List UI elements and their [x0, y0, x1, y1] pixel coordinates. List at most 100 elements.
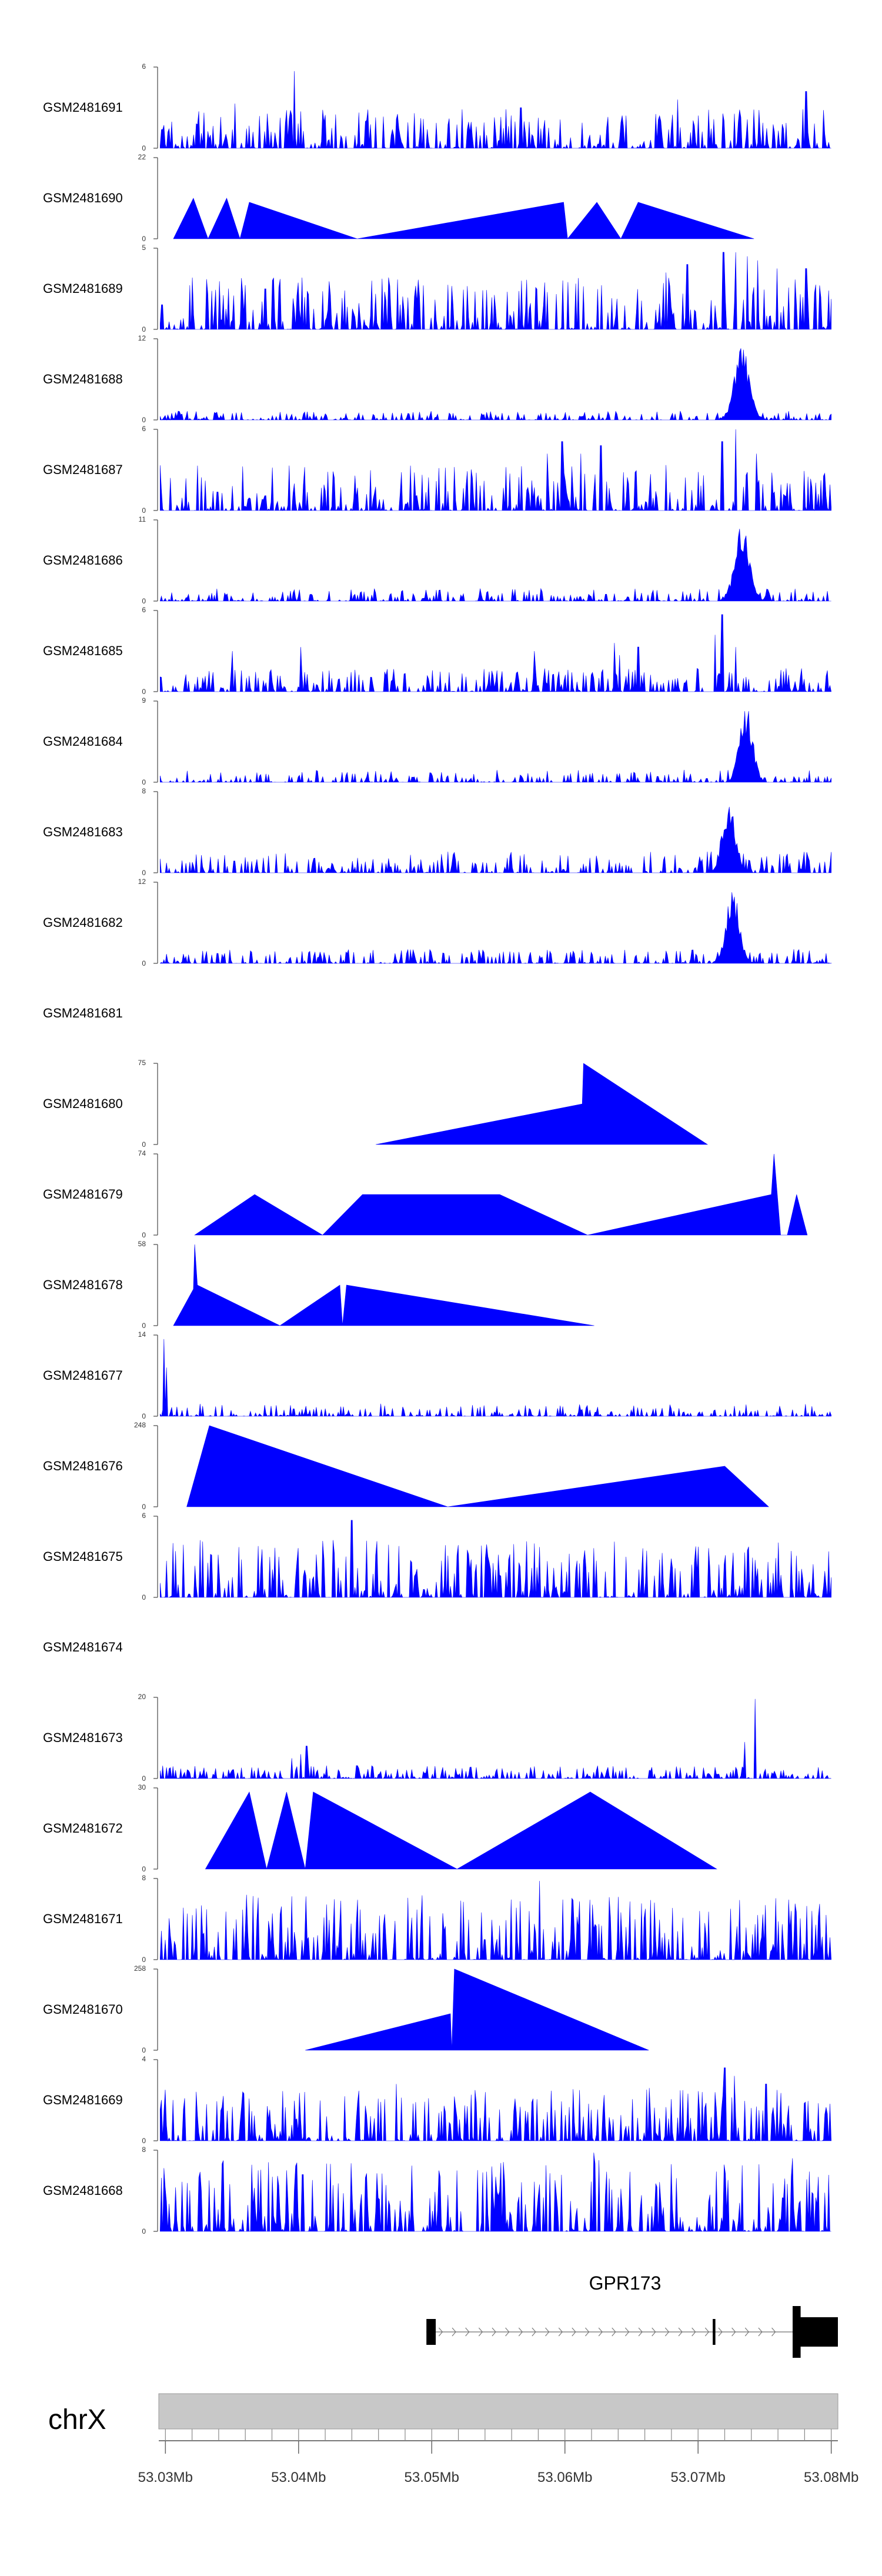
y-axis-zero-label: 0 — [142, 597, 146, 605]
y-axis-zero-label: 0 — [142, 2137, 146, 2145]
tick-label: 53.08Mb — [804, 2470, 858, 2485]
track-GSM2481686: GSM2481686 11 0 — [43, 515, 831, 605]
strand-arrow — [758, 2327, 763, 2337]
coverage-area — [305, 1968, 649, 2051]
strand-arrow — [598, 2327, 603, 2337]
y-axis-zero-label: 0 — [142, 1956, 146, 1964]
y-axis-zero-label: 0 — [142, 416, 146, 424]
strand-arrow — [771, 2327, 776, 2337]
coverage-area — [160, 1339, 831, 1417]
coverage-area — [160, 348, 831, 421]
y-axis-zero-label: 0 — [142, 1593, 146, 1601]
coverage-area — [376, 1063, 709, 1145]
y-axis-max-label: 248 — [134, 1421, 146, 1429]
strand-arrow — [558, 2327, 563, 2337]
strand-arrow — [438, 2327, 443, 2337]
track-GSM2481691: GSM2481691 6 0 — [43, 62, 831, 152]
strand-arrow — [691, 2327, 696, 2337]
track-GSM2481679: GSM2481679 74 0 — [43, 1149, 808, 1239]
track-GSM2481680: GSM2481680 75 0 — [43, 1059, 709, 1149]
y-axis-max-label: 8 — [142, 787, 146, 795]
track-GSM2481688: GSM2481688 12 0 — [43, 334, 831, 424]
coverage-area — [160, 252, 831, 331]
tick-label: 53.03Mb — [138, 2470, 193, 2485]
track-GSM2481669: GSM2481669 4 0 — [43, 2055, 832, 2145]
strand-arrow — [518, 2327, 523, 2337]
coverage-area — [160, 710, 831, 783]
track-label: GSM2481676 — [43, 1459, 123, 1473]
y-axis-zero-label: 0 — [142, 1231, 146, 1239]
y-axis-max-label: 6 — [142, 1511, 146, 1520]
track-GSM2481687: GSM2481687 6 0 — [43, 425, 831, 515]
y-axis-max-label: 9 — [142, 696, 146, 705]
y-axis-max-label: 5 — [142, 243, 146, 252]
y-axis-zero-label: 0 — [142, 1774, 146, 1783]
y-axis-zero-label: 0 — [142, 235, 146, 243]
y-axis-max-label: 58 — [138, 1240, 146, 1248]
strand-arrow — [545, 2327, 550, 2337]
track-GSM2481690: GSM2481690 22 0 — [43, 153, 754, 243]
track-label: GSM2481675 — [43, 1549, 123, 1564]
y-axis-zero-label: 0 — [142, 1503, 146, 1511]
strand-arrow — [532, 2327, 536, 2337]
coverage-area — [160, 2153, 831, 2232]
strand-arrow — [585, 2327, 590, 2337]
y-axis-zero-label: 0 — [142, 1412, 146, 1420]
strand-arrow — [731, 2327, 736, 2337]
coverage-area — [205, 1791, 717, 1870]
track-label: GSM2481682 — [43, 915, 123, 930]
y-axis-max-label: 8 — [142, 2145, 146, 2154]
y-axis-max-label: 75 — [138, 1059, 146, 1067]
track-label: GSM2481683 — [43, 825, 123, 839]
track-GSM2481681: GSM2481681 — [43, 1006, 123, 1020]
coverage-area — [160, 806, 831, 874]
y-axis-zero-label: 0 — [142, 2046, 146, 2054]
strand-arrow — [492, 2327, 496, 2337]
y-axis-zero-label: 0 — [142, 1140, 146, 1149]
y-axis-zero-label: 0 — [142, 325, 146, 333]
track-label: GSM2481679 — [43, 1187, 123, 1202]
tick-label: 53.04Mb — [271, 2470, 326, 2485]
track-GSM2481674: GSM2481674 — [43, 1640, 123, 1654]
coverage-area — [194, 1153, 808, 1236]
strand-arrow — [624, 2327, 630, 2337]
exon-3-utr — [794, 2317, 838, 2347]
y-axis-zero-label: 0 — [142, 688, 146, 696]
track-label: GSM2481678 — [43, 1277, 123, 1292]
track-label: GSM2481673 — [43, 1730, 123, 1745]
track-GSM2481683: GSM2481683 8 0 — [43, 787, 831, 877]
strand-arrow — [452, 2327, 456, 2337]
track-GSM2481676: GSM2481676 248 0 — [43, 1421, 769, 1511]
tick-label: 53.06Mb — [537, 2470, 592, 2485]
coverage-area — [160, 71, 831, 149]
track-label: GSM2481677 — [43, 1368, 123, 1383]
gene-symbol-label: GPR173 — [589, 2273, 662, 2294]
coverage-area — [160, 2067, 832, 2142]
track-label: GSM2481681 — [43, 1006, 123, 1020]
track-label: GSM2481674 — [43, 1640, 123, 1654]
track-label: GSM2481680 — [43, 1096, 123, 1111]
y-axis-max-label: 20 — [138, 1693, 146, 1701]
y-axis-zero-label: 0 — [142, 144, 146, 152]
y-axis-max-label: 8 — [142, 1874, 146, 1882]
track-label: GSM2481691 — [43, 100, 123, 115]
track-label: GSM2481672 — [43, 1821, 123, 1836]
strand-arrow — [612, 2327, 616, 2337]
y-axis-max-label: 6 — [142, 606, 146, 614]
track-GSM2481682: GSM2481682 12 0 — [43, 877, 831, 967]
track-GSM2481678: GSM2481678 58 0 — [43, 1240, 594, 1330]
chromosome-label: chrX — [48, 2404, 106, 2435]
y-axis-max-label: 22 — [138, 153, 146, 161]
y-axis-zero-label: 0 — [142, 1322, 146, 1330]
track-GSM2481684: GSM2481684 9 0 — [43, 696, 831, 786]
strand-arrow — [638, 2327, 643, 2337]
track-GSM2481672: GSM2481672 30 0 — [43, 1783, 717, 1873]
strand-arrow — [678, 2327, 683, 2337]
strand-arrow — [572, 2327, 576, 2337]
exon-1 — [426, 2319, 436, 2345]
coverage-area — [160, 614, 832, 693]
chromosome-band — [158, 2393, 838, 2430]
track-GSM2481673: GSM2481673 20 0 — [43, 1693, 831, 1783]
strand-arrow — [478, 2327, 483, 2337]
